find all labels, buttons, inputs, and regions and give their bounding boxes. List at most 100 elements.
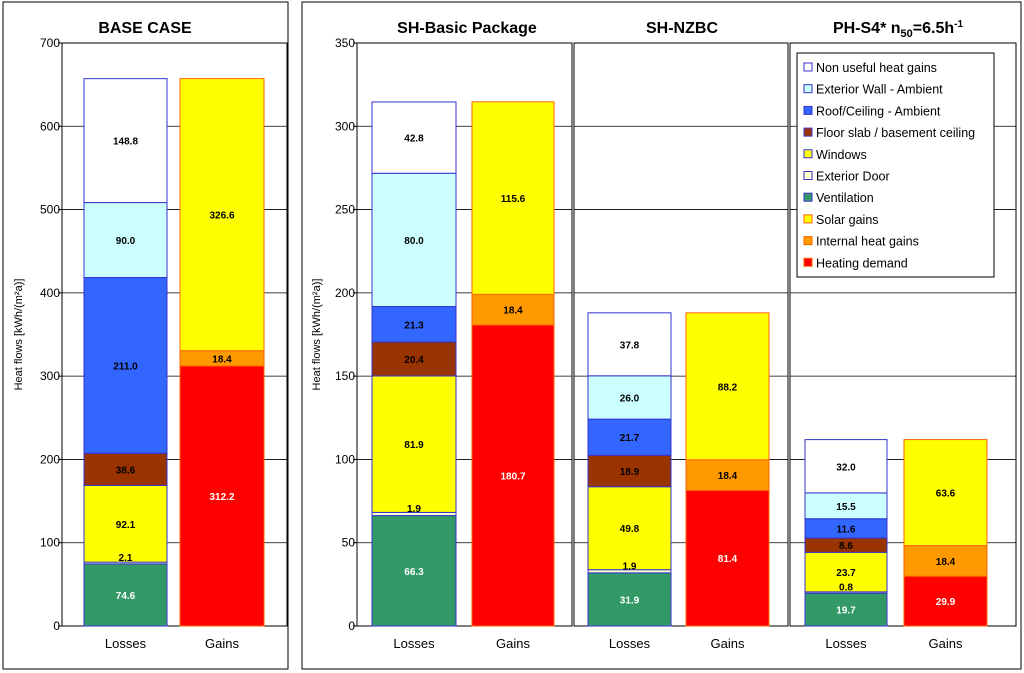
data-label: 42.8 xyxy=(404,134,424,145)
data-label: 92.1 xyxy=(116,520,136,531)
category-label: Gains xyxy=(929,636,963,651)
legend-label: Ventilation xyxy=(816,191,874,205)
y-tick-label: 100 xyxy=(40,536,60,550)
y-tick-label: 0 xyxy=(348,619,355,633)
losses-segment xyxy=(587,486,672,571)
data-label: 37.8 xyxy=(620,340,640,351)
losses-segment xyxy=(804,592,888,627)
y-tick-label: 400 xyxy=(40,286,60,300)
data-label: 1.9 xyxy=(407,504,421,515)
category-label: Losses xyxy=(609,636,651,651)
y-tick-label: 700 xyxy=(40,36,60,50)
legend-label: Windows xyxy=(816,148,867,162)
y-tick-label: 50 xyxy=(342,536,356,550)
data-label: 63.6 xyxy=(936,489,956,500)
data-label: 18.9 xyxy=(620,467,640,478)
data-label: 31.9 xyxy=(620,595,640,606)
data-label: 21.7 xyxy=(620,433,640,444)
category-label: Losses xyxy=(105,636,147,651)
data-label: 49.8 xyxy=(620,524,640,535)
y-tick-label: 250 xyxy=(335,203,355,217)
data-label: 26.0 xyxy=(620,393,640,404)
gains-segment xyxy=(179,365,265,627)
legend-label: Non useful heat gains xyxy=(816,61,937,75)
legend-swatch xyxy=(803,171,813,180)
category-label: Gains xyxy=(496,636,530,651)
y-tick-label: 600 xyxy=(40,119,60,133)
y-axis-label: Heat flows [kWh/(m²a)] xyxy=(311,279,323,391)
legend-swatch xyxy=(803,84,813,94)
losses-segment xyxy=(371,306,457,343)
gains-segment xyxy=(903,439,988,547)
y-tick-label: 150 xyxy=(335,369,355,383)
data-label: 8.6 xyxy=(839,541,853,552)
data-label: 11.6 xyxy=(837,524,856,535)
data-label: 90.0 xyxy=(116,236,136,247)
data-label: 15.5 xyxy=(836,502,856,513)
legend-swatch xyxy=(803,127,813,137)
category-label: Losses xyxy=(825,636,867,651)
legend-swatch xyxy=(803,192,813,202)
losses-segment xyxy=(804,439,888,494)
gains-segment xyxy=(179,78,265,352)
legend-label: Internal heat gains xyxy=(816,235,919,249)
data-label: 115.6 xyxy=(501,194,526,205)
data-label: 148.8 xyxy=(113,137,138,148)
panel-title: SH-Basic Package xyxy=(397,20,537,37)
losses-segment xyxy=(371,375,457,513)
legend-box xyxy=(796,52,995,278)
losses-segment xyxy=(371,341,457,377)
losses-segment xyxy=(83,484,168,563)
legend-label: Solar gains xyxy=(816,213,879,227)
data-label: 29.9 xyxy=(936,597,956,608)
data-label: 18.4 xyxy=(936,557,956,568)
data-label: 0.8 xyxy=(839,583,853,594)
losses-segment xyxy=(587,375,672,420)
losses-segment xyxy=(83,277,168,454)
legend-swatch xyxy=(803,257,813,267)
y-tick-label: 500 xyxy=(40,203,60,217)
legend-swatch xyxy=(803,214,813,224)
legend-swatch xyxy=(803,236,813,246)
data-label: 19.7 xyxy=(836,606,856,617)
losses-segment xyxy=(804,551,888,593)
gains-segment xyxy=(903,545,988,577)
losses-segment xyxy=(83,563,168,627)
data-label: 66.3 xyxy=(404,567,424,578)
data-label: 81.9 xyxy=(404,440,424,451)
y-tick-label: 0 xyxy=(53,619,60,633)
losses-segment xyxy=(371,101,457,174)
gains-segment xyxy=(685,312,770,461)
panel-title: SH-NZBC xyxy=(646,20,718,37)
data-label: 18.4 xyxy=(718,471,738,482)
data-label: 18.4 xyxy=(212,354,232,365)
data-label: 2.1 xyxy=(119,553,133,564)
gains-segment xyxy=(471,324,555,627)
data-label: 32.0 xyxy=(836,462,856,473)
data-label: 81.4 xyxy=(718,554,738,565)
data-label: 312.2 xyxy=(209,492,234,503)
losses-segment xyxy=(587,454,672,488)
y-tick-label: 200 xyxy=(40,452,60,466)
data-label: 326.6 xyxy=(209,211,234,222)
y-tick-label: 200 xyxy=(335,286,355,300)
data-label: 180.7 xyxy=(500,472,525,483)
legend-swatch xyxy=(803,105,813,115)
losses-segment xyxy=(371,172,457,308)
gains-segment xyxy=(685,459,770,491)
data-label: 21.3 xyxy=(404,320,424,331)
data-label: 20.4 xyxy=(404,355,424,366)
legend-label: Roof/Ceiling - Ambient xyxy=(816,104,941,118)
y-tick-label: 300 xyxy=(40,369,60,383)
losses-segment xyxy=(587,312,672,377)
data-label: 74.6 xyxy=(116,591,136,602)
legend-swatch xyxy=(803,149,813,159)
category-label: Gains xyxy=(205,636,239,651)
losses-segment xyxy=(371,515,457,627)
losses-segment xyxy=(83,78,168,204)
data-label: 80.0 xyxy=(404,236,424,247)
category-label: Losses xyxy=(393,636,435,651)
legend-label: Floor slab / basement ceiling xyxy=(816,126,975,140)
data-label: 18.4 xyxy=(503,306,523,317)
y-axis-label: Heat flows [kWh/(m²a)] xyxy=(13,279,25,391)
